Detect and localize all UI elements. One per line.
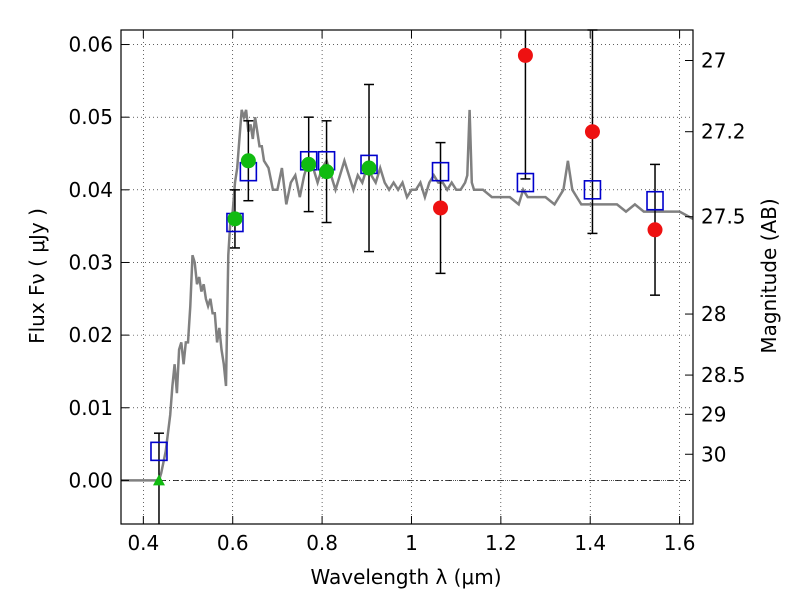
model-fit-square [150,441,168,462]
y-tick-labels: 0.00 0.01 0.02 0.03 0.04 0.05 0.06 [68,33,113,493]
y-tick-label: 0.02 [68,323,113,347]
grid-lines [121,30,693,524]
x-tick-label: 0.4 [127,531,159,555]
right-tick-labels: 27 27.2 27.5 28 28.5 29 30 [701,49,746,467]
red-detection-point [584,124,600,140]
green-detection-point [319,164,335,180]
x-tick-label: 1 [405,531,418,555]
green-detection-point [227,211,243,227]
x-tick-label: 1.6 [664,531,696,555]
model-fit-square [431,161,450,182]
y-tick-label: 0.05 [68,105,113,129]
x-tick-label: 0.8 [306,531,338,555]
right-tick-label: 27.5 [701,205,746,229]
y-tick-label: 0.01 [68,396,113,420]
right-tick-label: 29 [701,402,726,426]
right-tick-label: 27 [701,49,726,73]
red-detection-point [517,47,533,63]
upper-limit-triangle [152,474,165,486]
plot-frame [120,29,694,525]
green-detection-point [240,153,256,169]
right-tick-label: 27.2 [701,120,746,144]
x-tick-label: 0.6 [217,531,249,555]
y-tick-label: 0.00 [68,468,113,492]
x-axis-label: Wavelength λ (μm) [310,565,501,589]
right-tick-label: 30 [701,442,726,466]
red-detections [433,47,663,238]
model-fit-square [646,190,664,211]
model-fit-square [583,180,602,200]
y-axis-label: Flux Fν ( μJy ) [25,208,49,344]
red-detection-point [647,222,663,238]
green-detection-point [301,156,317,172]
y-tick-label: 0.03 [68,250,113,274]
axis-ticks [121,30,693,524]
red-detection-point [433,200,449,216]
x-tick-label: 1.4 [574,531,606,555]
y-tick-label: 0.04 [68,178,113,202]
x-tick-labels: 0.4 0.6 0.8 1 1.2 1.4 1.6 [127,531,695,555]
right-tick-label: 28 [701,302,726,326]
green-detections [227,153,377,227]
right-axis-label: Magnitude (AB) [757,198,781,353]
model-fit-square [516,172,535,193]
y-tick-label: 0.06 [68,33,113,57]
model-fit-points [150,150,664,462]
x-tick-label: 1.2 [485,531,517,555]
right-tick-label: 28.5 [701,363,746,387]
green-detection-point [361,160,377,176]
upper-limit-points [152,474,165,486]
